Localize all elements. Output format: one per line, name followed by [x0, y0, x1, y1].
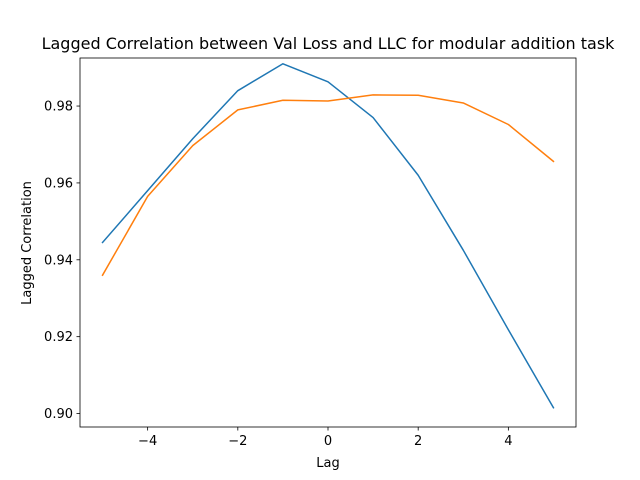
y-axis-label: Lagged Correlation — [20, 181, 35, 305]
y-tick-label: 0.92 — [44, 330, 73, 345]
chart-title: Lagged Correlation between Val Loss and … — [42, 34, 616, 53]
x-tick-label: −2 — [228, 434, 247, 449]
x-tick-label: 2 — [414, 434, 422, 449]
plot-area: −4 −2 0 2 4 0.90 0.92 0.94 0.96 0.98 — [44, 57, 577, 449]
y-tick-label: 0.98 — [44, 100, 73, 115]
series-line-2 — [101, 94, 555, 277]
x-tick-label: −4 — [138, 434, 157, 449]
y-tick-label: 0.90 — [44, 407, 73, 422]
y-tick-label: 0.94 — [44, 253, 73, 268]
x-axis-label: Lag — [316, 456, 339, 471]
x-tick-label: 0 — [324, 434, 332, 449]
x-tick-label: 4 — [504, 434, 512, 449]
series-line-1 — [101, 63, 555, 409]
y-tick-label: 0.96 — [44, 176, 73, 191]
